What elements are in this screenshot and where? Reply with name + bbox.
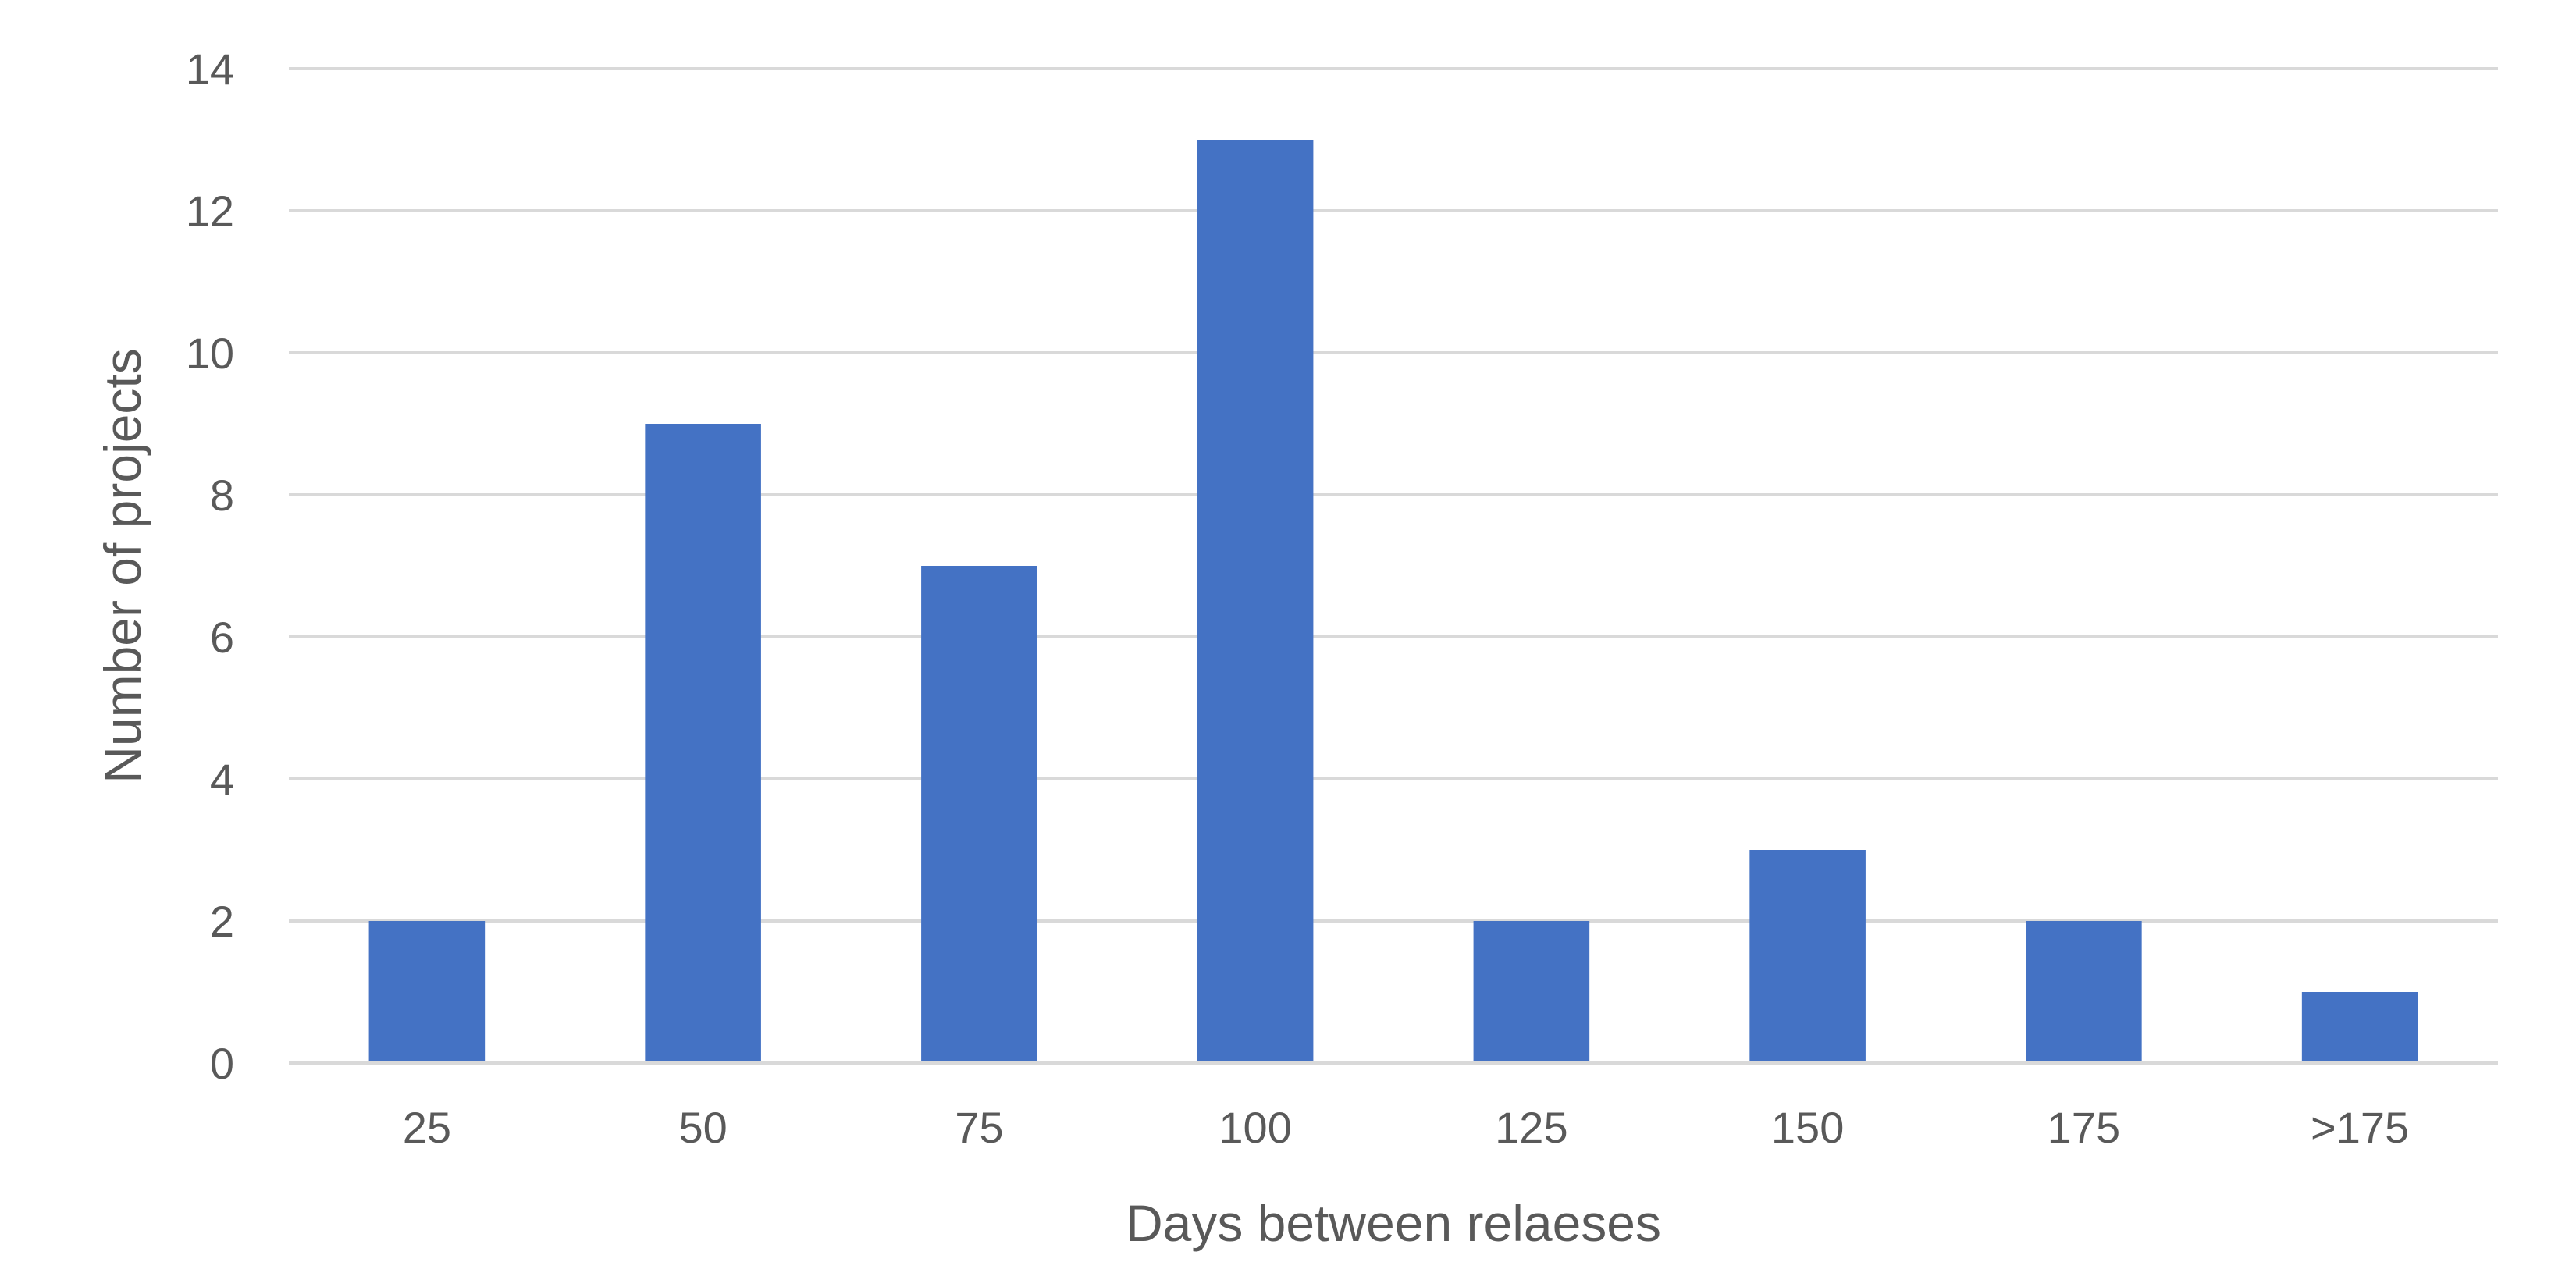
- x-tick-label: 150: [1771, 1103, 1844, 1152]
- bar-125: [1473, 921, 1590, 1063]
- bar-175: [2026, 921, 2142, 1063]
- x-tick-label: 100: [1219, 1103, 1291, 1152]
- bars: [368, 140, 2418, 1063]
- x-tick-label: 50: [678, 1103, 727, 1152]
- y-axis-title: Number of projects: [94, 348, 151, 784]
- x-tick-label: 75: [955, 1103, 1003, 1152]
- bar-100: [1197, 140, 1314, 1063]
- y-tick-label: 8: [210, 471, 234, 520]
- y-tick-label: 4: [210, 755, 234, 804]
- bar-150: [1749, 850, 1866, 1063]
- x-axis-title: Days between relaeses: [1126, 1194, 1661, 1252]
- bar-50: [645, 424, 761, 1063]
- y-tick-label: 10: [186, 329, 234, 378]
- x-tick-label: 175: [2048, 1103, 2120, 1152]
- bar-75: [921, 566, 1037, 1063]
- y-tick-label: 0: [210, 1039, 234, 1088]
- bar-175: [2301, 992, 2418, 1063]
- gridlines: [289, 67, 2498, 923]
- x-tick-labels: 25 50 75 100 125 150 175 >175: [403, 1103, 2409, 1152]
- x-tick-label: >175: [2311, 1103, 2409, 1152]
- bar-25: [368, 921, 486, 1063]
- x-tick-label: 25: [403, 1103, 451, 1152]
- y-tick-labels: 0 2 4 6 8 10 12 14: [186, 44, 234, 1088]
- y-tick-label: 14: [186, 44, 234, 94]
- y-tick-label: 12: [186, 187, 234, 236]
- y-tick-label: 6: [210, 613, 234, 662]
- y-tick-label: 2: [210, 897, 234, 946]
- x-tick-label: 125: [1495, 1103, 1567, 1152]
